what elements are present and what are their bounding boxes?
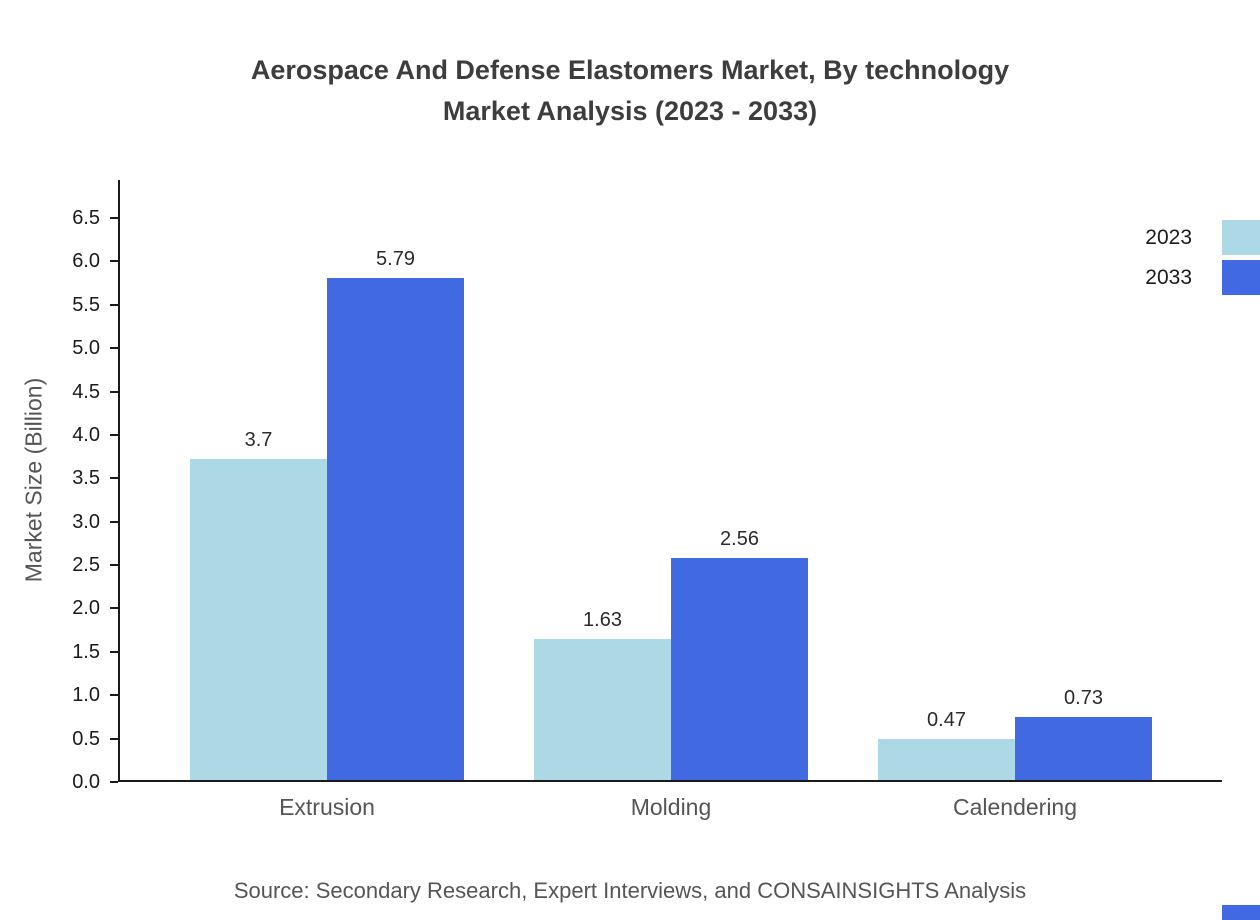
chart-title: Aerospace And Defense Elastomers Market,… (0, 50, 1260, 132)
bar-2023-calendering (878, 739, 1015, 780)
bar-value-label: 3.7 (244, 429, 273, 451)
y-tick-label: 4.5 (72, 380, 100, 403)
bar-value-label: 1.63 (583, 609, 622, 631)
y-tick-mark (110, 650, 118, 653)
y-tick-label: 1.0 (72, 684, 100, 707)
y-tick-mark (110, 303, 118, 306)
y-tick-label: 4.0 (72, 423, 100, 446)
bar-value-label: 5.79 (376, 248, 415, 270)
y-tick-mark (110, 477, 118, 480)
legend-swatch (1222, 260, 1260, 295)
legend-label-2033: 2033 (1145, 265, 1192, 289)
y-tick-label: 3.5 (72, 467, 100, 490)
bar-value-label: 0.73 (1064, 687, 1103, 709)
legend-item-2023: 2023 (1145, 220, 1260, 255)
y-tick-label: 2.5 (72, 554, 100, 577)
y-tick-mark (110, 564, 118, 567)
y-tick-mark (110, 217, 118, 219)
bar-value-label: 2.56 (720, 528, 759, 550)
y-tick-label: 3.0 (72, 510, 100, 533)
y-tick-label: 0.5 (72, 727, 100, 750)
y-axis: 0.0 0.5 1.0 1.5 2.0 2.5 3.0 3.5 4.0 4.5 5.0 5.5 6.0 6… (0, 180, 118, 793)
chart-title-line2: Market Analysis (2023 - 2033) (442, 96, 818, 126)
y-tick-mark (110, 347, 118, 350)
bar-2023-molding (534, 639, 671, 780)
y-tick-mark (110, 260, 118, 263)
legend: 2023 2033 (1145, 220, 1260, 300)
chart-title-line1: Aerospace And Defense Elastomers Market,… (250, 55, 1010, 85)
bar-2033-extrusion (327, 278, 464, 780)
legend-swatch (1222, 220, 1260, 255)
legend-item-2033: 2033 (1145, 260, 1260, 295)
y-tick-label: 1.5 (72, 640, 100, 663)
y-tick-mark (110, 433, 118, 436)
y-tick-mark (110, 390, 118, 393)
x-axis-category-label: Extrusion (279, 794, 375, 820)
x-axis-category-label: Calendering (952, 794, 1078, 820)
y-tick-label: 2.0 (72, 597, 100, 620)
bar-2023-extrusion (190, 459, 327, 780)
y-tick-mark (110, 737, 118, 740)
bar-value-label: 0.47 (927, 709, 966, 731)
y-tick-label: 0.0 (72, 771, 100, 793)
y-tick-label: 6.5 (72, 207, 100, 229)
y-tick-label: 5.0 (72, 337, 100, 360)
y-tick-mark (110, 781, 118, 783)
y-tick-mark (110, 607, 118, 610)
y-tick-mark (110, 520, 118, 523)
bar-2033-calendering (1015, 717, 1152, 780)
y-tick-label: 5.5 (72, 293, 100, 316)
x-axis-category-label: Molding (630, 794, 712, 820)
y-tick-mark (110, 694, 118, 697)
y-tick-label: 6.0 (72, 250, 100, 273)
plot-area: 3.7 5.79 Extrusion 1.63 2.56 Molding 0.47 0.73 C… (118, 180, 1222, 820)
source-note: Source: Secondary Research, Expert Inter… (233, 878, 1027, 903)
legend-label-2023: 2023 (1145, 225, 1192, 249)
brand-mark (1222, 905, 1260, 920)
bar-2033-molding (671, 558, 808, 780)
